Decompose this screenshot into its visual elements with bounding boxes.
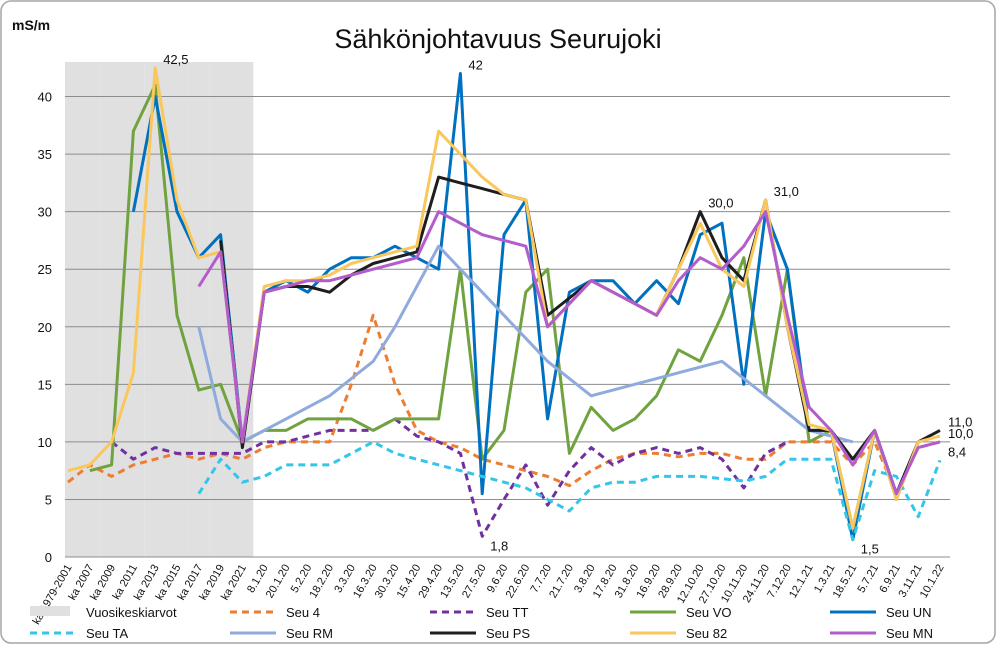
y-tick-label: 15 xyxy=(38,377,52,392)
data-label: 1,8 xyxy=(490,538,508,553)
shaded-band xyxy=(65,62,79,557)
y-tick-label: 25 xyxy=(38,262,52,277)
shaded-band xyxy=(187,62,210,557)
legend-label: Seu UN xyxy=(886,605,932,620)
y-tick-label: 0 xyxy=(45,550,52,565)
y-tick-label: 5 xyxy=(45,492,52,507)
series-line xyxy=(89,83,920,530)
series-line xyxy=(219,175,941,496)
legend-swatch xyxy=(30,606,70,616)
legend-label: Seu RM xyxy=(286,626,333,641)
series-line xyxy=(67,66,941,530)
legend-label: Seu 4 xyxy=(286,605,320,620)
series-line xyxy=(67,313,941,496)
shaded-band xyxy=(100,62,123,557)
data-label: 10,0 xyxy=(948,426,973,441)
data-label: 31,0 xyxy=(774,184,799,199)
legend-label: Seu TA xyxy=(86,626,128,641)
series-line xyxy=(197,440,942,542)
y-tick-label: 35 xyxy=(38,147,52,162)
y-axis-label: mS/m xyxy=(12,17,50,33)
legend-label: Seu MN xyxy=(886,626,933,641)
shaded-band xyxy=(144,62,167,557)
shaded-band xyxy=(231,62,254,557)
data-label: 42,5 xyxy=(163,52,188,67)
legend-label: Seu VO xyxy=(686,605,732,620)
legend-label: Seu TT xyxy=(486,605,528,620)
data-label: 1,5 xyxy=(861,542,879,557)
legend-label: Seu 82 xyxy=(686,626,727,641)
data-label: 30,0 xyxy=(708,196,733,211)
legend-label: Vuosikeskiarvot xyxy=(86,605,177,620)
y-tick-label: 10 xyxy=(38,435,52,450)
data-label: 11,0 xyxy=(948,414,972,429)
series-line xyxy=(197,210,941,496)
chart-title: Sähkönjohtavuus Seurujoki xyxy=(334,24,661,54)
data-label: 8,4 xyxy=(948,444,966,459)
data-label: 42 xyxy=(468,58,482,73)
y-tick-label: 30 xyxy=(38,205,52,220)
series-line xyxy=(110,417,789,538)
shaded-band xyxy=(209,62,232,557)
series-line xyxy=(197,244,854,444)
y-tick-label: 20 xyxy=(38,320,52,335)
shaded-band xyxy=(78,62,101,557)
y-tick-label: 40 xyxy=(38,90,52,105)
legend-label: Seu PS xyxy=(486,626,530,641)
